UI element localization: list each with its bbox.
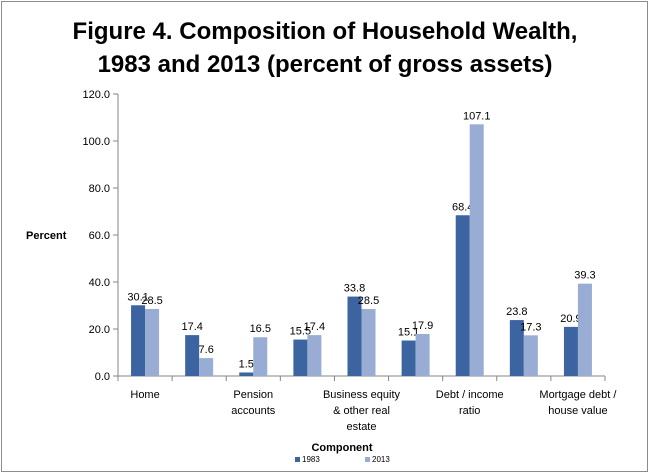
data-label-2013: 39.3 [574,270,595,282]
bar-1983 [563,326,578,376]
data-label-2013: 7.6 [199,344,214,356]
bar-1983 [347,296,362,376]
data-label-1983: 15.5 [290,326,311,338]
bar-2013 [145,309,160,376]
bar-2013 [469,124,484,376]
legend-label-2013: 2013 [372,455,390,464]
chart-title-line-1: Figure 4. Composition of Household Wealt… [73,18,578,45]
x-category-label: estate [347,421,377,433]
bar-2013 [577,283,592,376]
x-category-label: ratio [459,405,480,417]
bar-1983 [131,305,146,376]
x-category-label: Business equity [323,389,401,401]
data-label-2013: 16.5 [250,323,271,335]
y-tick-label: 60.0 [89,230,110,242]
y-tick-label: 120.0 [82,89,110,101]
data-label-1983: 17.4 [181,321,202,333]
y-tick-label: 80.0 [89,183,110,195]
data-label-1983: 15.1 [398,327,419,339]
bar-1983 [509,320,524,376]
bar-1983 [293,339,308,376]
data-label-1983: 68.4 [452,201,473,213]
bar-1983 [455,215,470,376]
chart-title-line-2: 1983 and 2013 (percent of gross assets) [98,51,553,78]
legend-swatch-1983 [295,457,300,462]
y-tick-label: 0.0 [95,371,110,383]
bar-1983 [401,340,416,376]
x-category-label: Mortgage debt / [539,389,617,401]
data-label-1983: 33.8 [344,283,365,295]
x-category-label: & other real [333,405,390,417]
data-label-2013: 17.9 [412,320,433,332]
bar-2013 [253,337,268,376]
bar-2013 [199,358,214,376]
data-label-2013: 17.3 [520,321,541,333]
bar-2013 [361,309,376,376]
data-label-2013: 28.5 [358,295,379,307]
bar-2013 [415,333,430,376]
bar-2013 [307,335,322,376]
x-category-label: house value [548,405,607,417]
data-label-1983: 1.5 [239,358,254,370]
plot-area: 0.0 20.0 40.0 60.0 80.0 100.0 120.0 Home Pension… [82,89,617,433]
y-tick-label: 100.0 [82,136,110,148]
bar-1983 [185,335,200,376]
data-label-1983: 23.8 [506,306,527,318]
y-tick-label: 20.0 [89,324,110,336]
data-label-2013: 107.1 [463,110,491,122]
x-category-label: Debt / income [436,389,504,401]
y-axis-title: Percent [26,230,67,242]
data-label-2013: 28.5 [141,295,162,307]
legend-swatch-2013 [365,457,370,462]
bar-2013 [523,335,538,376]
x-category-label: Home [130,389,159,401]
data-label-1983: 30.1 [127,291,148,303]
legend-label-1983: 1983 [302,455,320,464]
data-label-2013: 17.4 [304,321,325,333]
y-tick-label: 40.0 [89,277,110,289]
x-category-label: accounts [231,405,276,417]
x-axis-title: Component [311,442,372,454]
legend: 1983 2013 [295,455,390,464]
bar-1983 [239,372,254,376]
x-category-label: Pension [233,389,273,401]
data-label-1983: 20.9 [560,313,581,325]
